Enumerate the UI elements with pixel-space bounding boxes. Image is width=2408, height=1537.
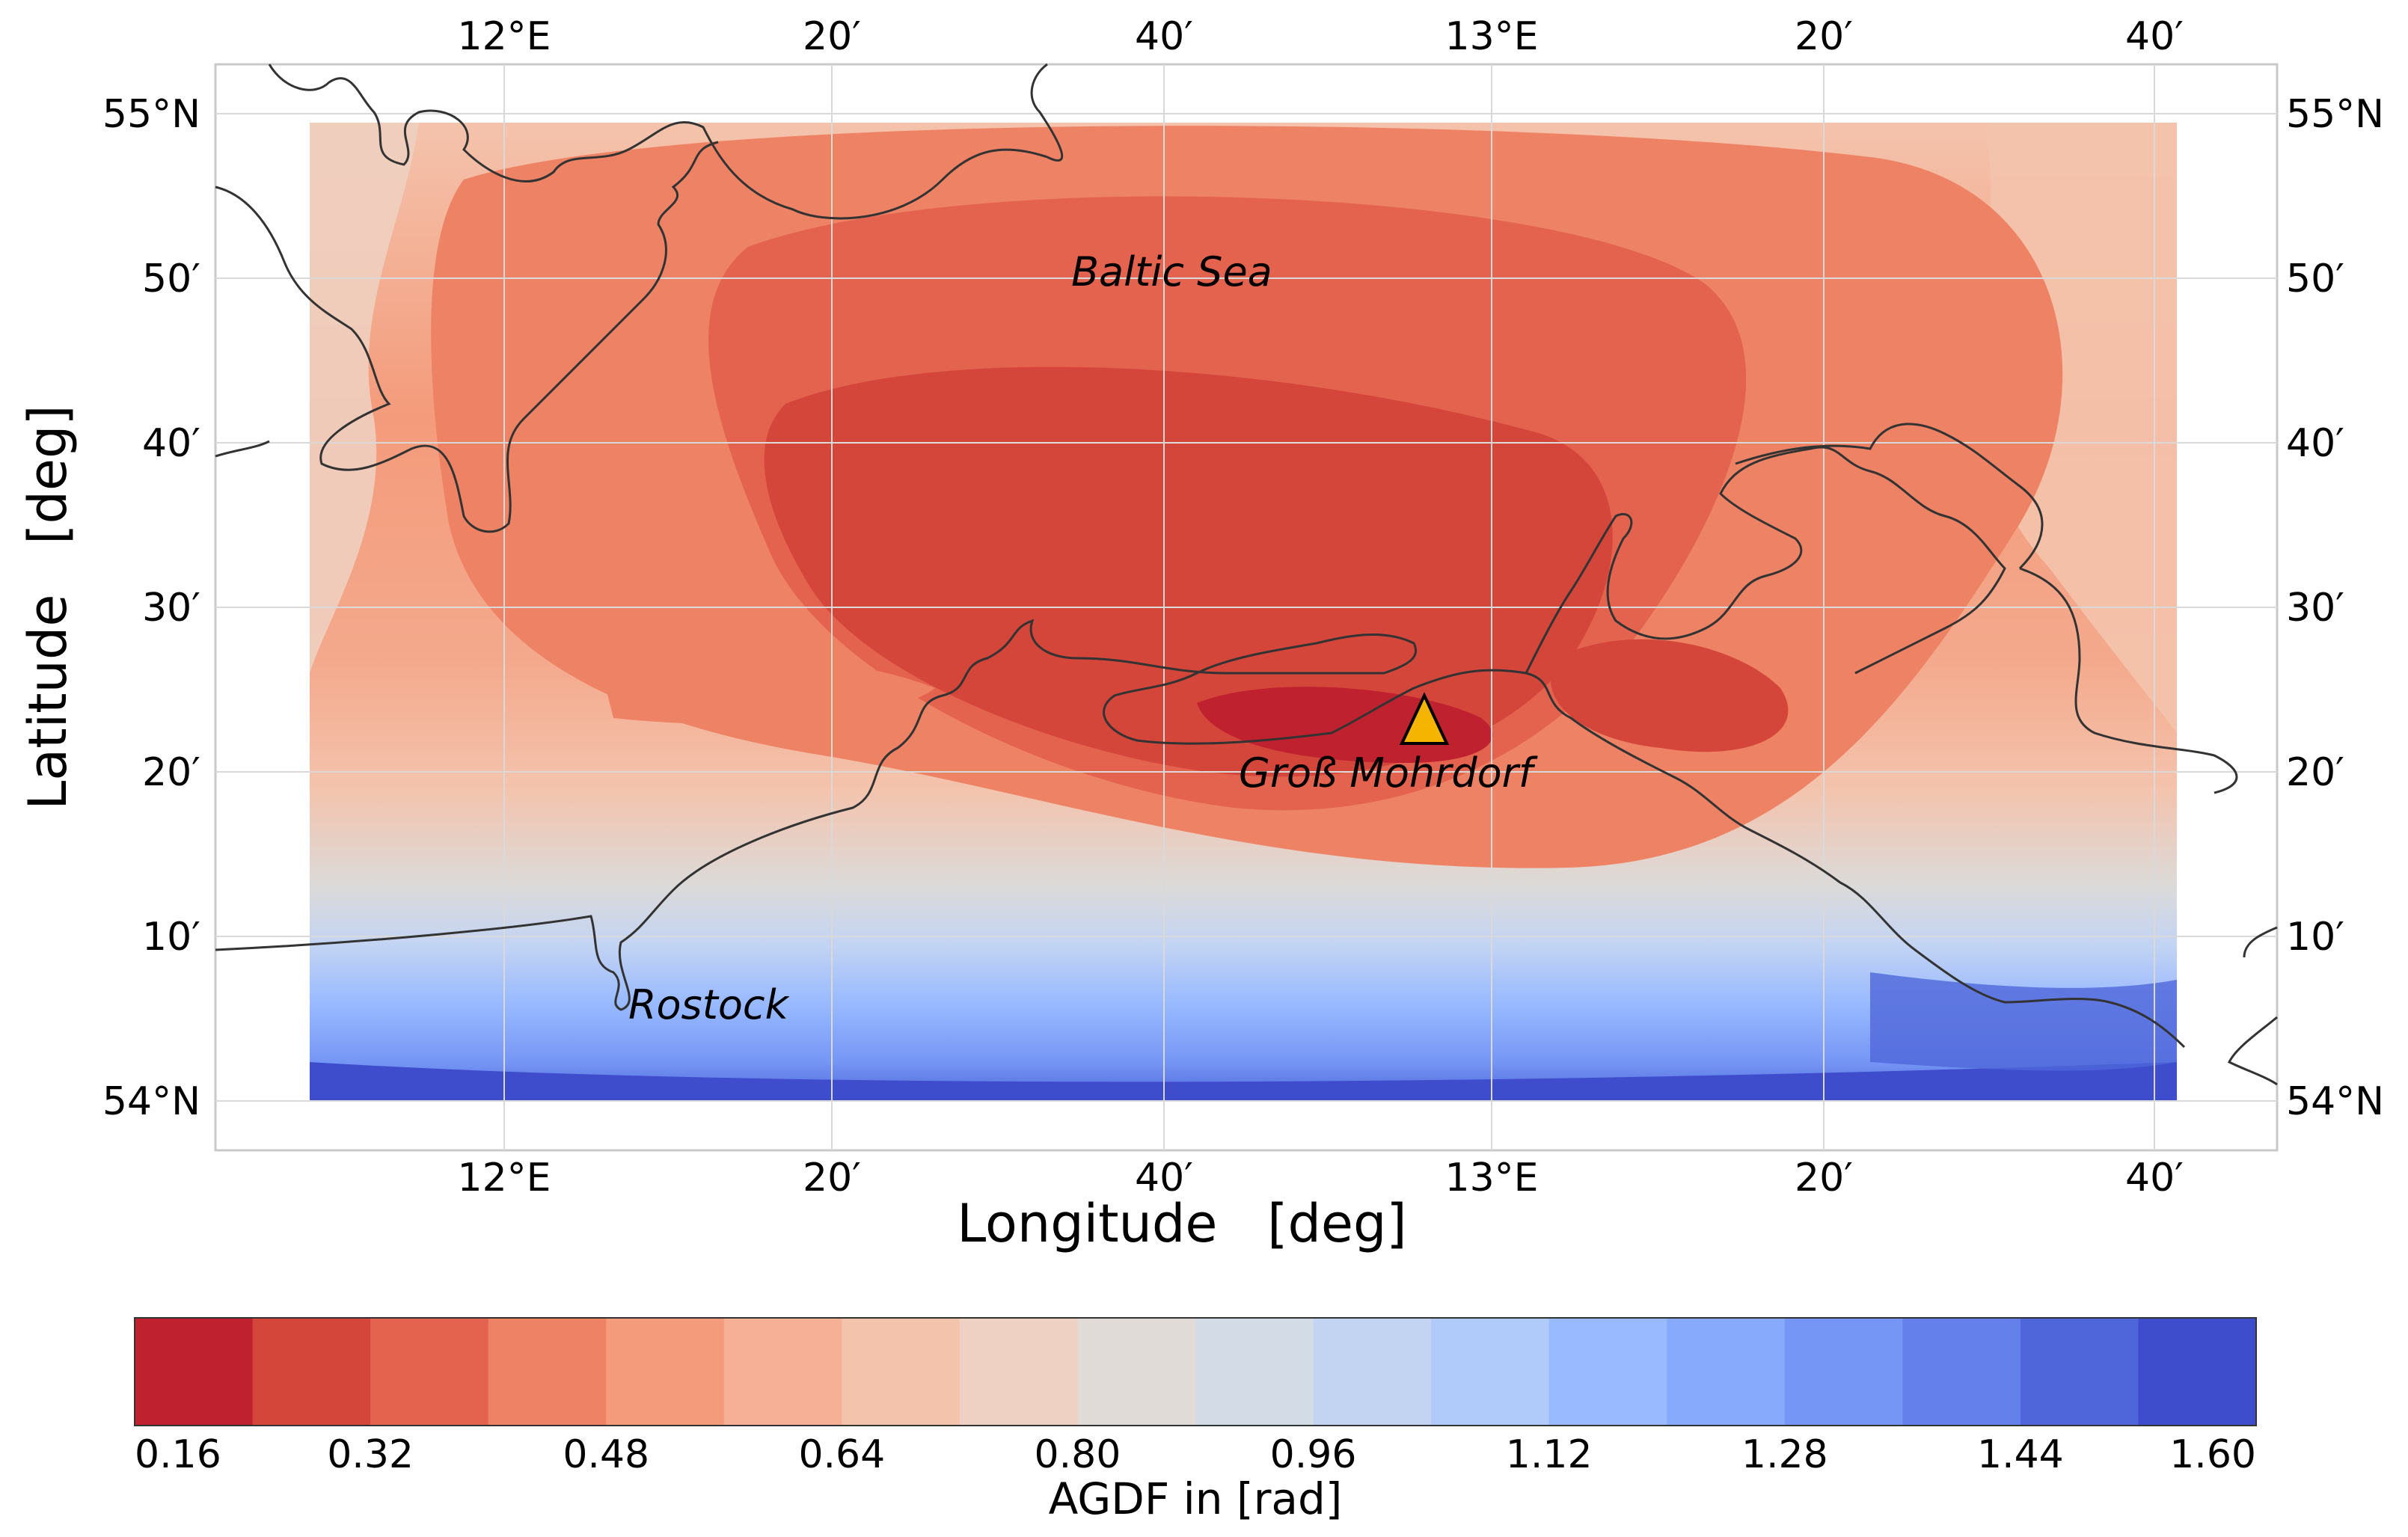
colorbar-tick-label: 0.64 — [798, 1432, 885, 1477]
lat-ticks-left: 55°N 50′ 40′ 30′ 20′ 10′ 54°N — [102, 92, 200, 1124]
lat-tick-right-7: 54°N — [2286, 1079, 2384, 1124]
lat-tick-right-5: 20′ — [2286, 750, 2344, 795]
colorbar-swatch — [2020, 1318, 2139, 1426]
lat-tick-left-1: 55°N — [102, 92, 200, 137]
lon-tick-bottom-1: 12°E — [457, 1156, 551, 1200]
lon-tick-bottom-3: 40′ — [1135, 1156, 1193, 1200]
colorbar-tick-label: 1.60 — [2169, 1432, 2256, 1477]
coastline — [215, 63, 2278, 1086]
lon-tick-bottom-4: 13°E — [1445, 1156, 1538, 1200]
lon-tick-bottom-2: 20′ — [803, 1156, 861, 1200]
colorbar-swatch — [842, 1318, 961, 1426]
lat-tick-left-6: 10′ — [142, 915, 200, 960]
colorbar-swatch — [252, 1318, 371, 1426]
colorbar-swatches — [135, 1318, 2257, 1426]
agdf-contour-field — [310, 123, 2177, 1101]
colorbar-tick-label: 0.16 — [135, 1432, 221, 1477]
colorbar-swatch — [1548, 1318, 1668, 1426]
label-station: Groß Mohrdorf — [1239, 749, 1538, 797]
colorbar-tick-label: 0.48 — [563, 1432, 649, 1477]
lat-tick-left-3: 40′ — [142, 421, 200, 466]
label-baltic-sea: Baltic Sea — [1071, 248, 1272, 295]
lat-tick-right-4: 30′ — [2286, 586, 2344, 631]
colorbar-swatch — [1667, 1318, 1786, 1426]
lat-tick-left-7: 54°N — [102, 1079, 200, 1124]
colorbar-frame — [134, 1317, 2257, 1426]
lat-tick-right-3: 40′ — [2286, 421, 2344, 466]
lon-tick-bottom-5: 20′ — [1795, 1156, 1853, 1200]
lat-tick-left-5: 20′ — [142, 750, 200, 795]
lon-tick-top-3: 40′ — [1135, 14, 1193, 59]
lat-tick-right-1: 55°N — [2286, 92, 2384, 137]
colorbar-swatch — [370, 1318, 489, 1426]
label-rostock: Rostock — [628, 981, 791, 1028]
lon-ticks-top: 12°E 20′ 40′ 13°E 20′ 40′ — [457, 14, 2184, 59]
colorbar-swatch — [1077, 1318, 1196, 1426]
lon-tick-top-4: 13°E — [1445, 14, 1538, 59]
colorbar-swatch — [488, 1318, 607, 1426]
lat-tick-right-6: 10′ — [2286, 915, 2344, 960]
lat-tick-left-4: 30′ — [142, 586, 200, 631]
colorbar-title: AGDF in [rad] — [1049, 1473, 1343, 1524]
colorbar-tick-label: 1.28 — [1741, 1432, 1828, 1477]
colorbar-swatch — [723, 1318, 843, 1426]
lon-ticks-bottom: 12°E 20′ 40′ 13°E 20′ 40′ — [457, 1156, 2184, 1200]
lat-tick-right-2: 50′ — [2286, 257, 2344, 301]
colorbar-tick-label: 1.12 — [1506, 1432, 1593, 1477]
lon-tick-top-2: 20′ — [803, 14, 861, 59]
station-marker — [1399, 692, 1450, 745]
y-axis-title: Latitude [deg] — [17, 405, 79, 809]
lat-tick-left-2: 50′ — [142, 257, 200, 301]
colorbar-swatch — [959, 1318, 1079, 1426]
lon-tick-top-6: 40′ — [2125, 14, 2184, 59]
lat-ticks-right: 55°N 50′ 40′ 30′ 20′ 10′ 54°N — [2286, 92, 2384, 1124]
colorbar-swatch — [1195, 1318, 1314, 1426]
colorbar-swatch — [1784, 1318, 1904, 1426]
lon-tick-top-1: 12°E — [457, 14, 551, 59]
colorbar-swatch — [2138, 1318, 2257, 1426]
colorbar-tick-label: 0.80 — [1035, 1432, 1121, 1477]
graticule — [215, 64, 2277, 1150]
colorbar-tick-label: 0.96 — [1270, 1432, 1357, 1477]
colorbar-swatch — [606, 1318, 725, 1426]
colorbar-tick-label: 1.44 — [1977, 1432, 2064, 1477]
colorbar-swatch — [1431, 1318, 1550, 1426]
colorbar-swatch — [1313, 1318, 1432, 1426]
x-axis-title: Longitude [deg] — [957, 1193, 1406, 1254]
lon-tick-bottom-6: 40′ — [2125, 1156, 2184, 1200]
colorbar-ticks: 0.16 0.32 0.48 0.64 0.80 0.96 1.12 1.28 1.44 1.60 — [135, 1432, 2256, 1477]
colorbar-swatch — [1902, 1318, 2021, 1426]
colorbar-swatch — [135, 1318, 254, 1426]
colorbar: 0.16 0.32 0.48 0.64 0.80 0.96 1.12 1.28 1.44 1.60… — [134, 1317, 2257, 1524]
colorbar-tick-label: 0.32 — [327, 1432, 414, 1477]
lon-tick-top-5: 20′ — [1795, 14, 1853, 59]
